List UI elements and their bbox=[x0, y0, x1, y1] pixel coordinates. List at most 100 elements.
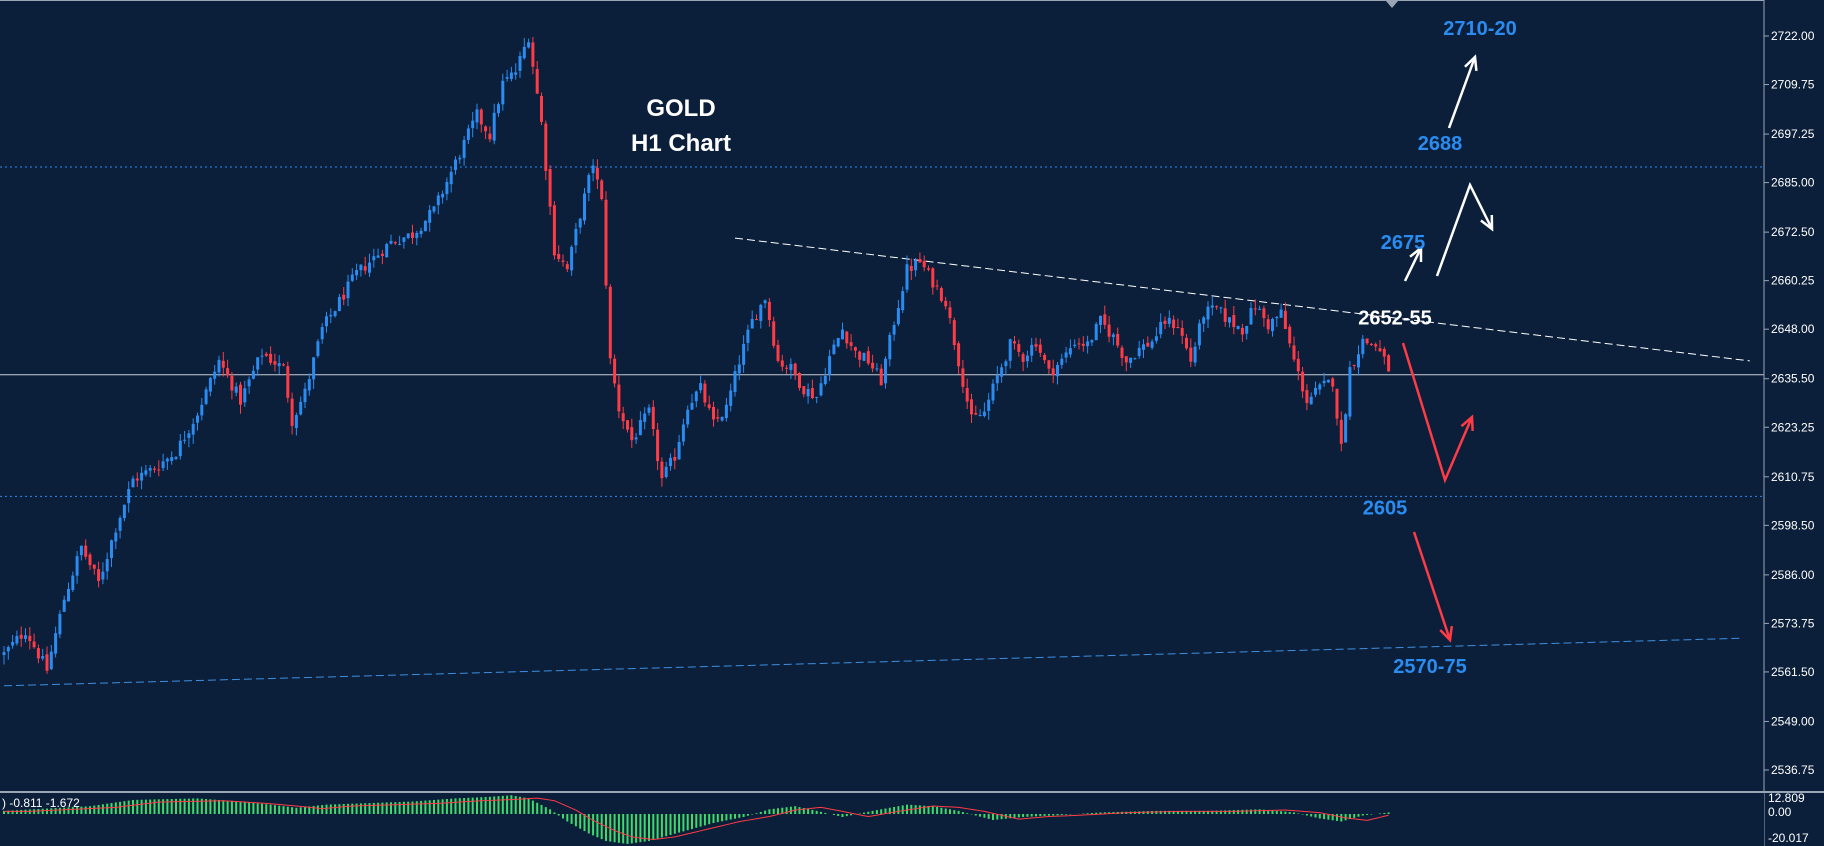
price-tick-label: 2672.50 bbox=[1771, 225, 1815, 239]
candle-body bbox=[67, 588, 70, 602]
candle bbox=[737, 355, 741, 381]
candle-body bbox=[836, 338, 840, 347]
candle bbox=[441, 190, 445, 204]
candle-body bbox=[153, 468, 156, 470]
candle-body bbox=[957, 343, 961, 367]
candle-body bbox=[307, 379, 311, 391]
candle-body bbox=[982, 411, 986, 417]
candle bbox=[1129, 357, 1133, 368]
candle bbox=[716, 408, 720, 423]
candle bbox=[583, 188, 586, 225]
candle bbox=[105, 552, 109, 580]
candle-body bbox=[363, 266, 367, 271]
candle-body bbox=[200, 404, 204, 416]
candle bbox=[673, 448, 677, 470]
candle bbox=[411, 224, 414, 245]
chart-title-line2: H1 Chart bbox=[631, 130, 731, 157]
candle bbox=[1352, 364, 1356, 370]
candle-body bbox=[105, 558, 109, 572]
candle-body bbox=[914, 260, 918, 271]
candle-body bbox=[97, 569, 101, 581]
candle-body bbox=[385, 244, 389, 258]
candle-body bbox=[905, 264, 909, 290]
candle-body bbox=[1361, 338, 1365, 355]
candle bbox=[1004, 359, 1008, 376]
candle-body bbox=[84, 545, 88, 557]
candle-body bbox=[595, 167, 599, 180]
candle bbox=[307, 373, 311, 396]
candle bbox=[376, 248, 380, 259]
candle-body bbox=[720, 417, 724, 421]
candle-body bbox=[488, 133, 492, 140]
candle bbox=[363, 256, 367, 275]
candle-body bbox=[1064, 352, 1068, 358]
candle bbox=[686, 405, 690, 428]
candle bbox=[608, 284, 612, 365]
candle bbox=[1206, 301, 1210, 329]
candle-body bbox=[1197, 323, 1201, 346]
candle bbox=[806, 383, 810, 404]
candle-body bbox=[561, 260, 565, 262]
candle bbox=[1068, 339, 1072, 358]
candle bbox=[531, 36, 535, 75]
candle bbox=[36, 644, 40, 664]
candle-body bbox=[935, 285, 939, 287]
candle bbox=[15, 630, 19, 646]
candle bbox=[11, 634, 15, 649]
candle bbox=[871, 354, 875, 373]
candle bbox=[1051, 359, 1055, 384]
candle bbox=[251, 365, 255, 380]
candle-body bbox=[273, 361, 277, 365]
candle bbox=[974, 405, 978, 416]
candle-body bbox=[686, 409, 690, 425]
candle-body bbox=[346, 281, 350, 299]
candle-body bbox=[918, 259, 922, 263]
candle-body bbox=[157, 469, 161, 471]
candle bbox=[1172, 315, 1176, 335]
candle bbox=[712, 401, 715, 427]
candle-body bbox=[1219, 307, 1223, 309]
candle-body bbox=[995, 375, 999, 384]
candle-body bbox=[759, 304, 763, 321]
candle-body bbox=[92, 564, 96, 569]
candle-body bbox=[393, 242, 397, 244]
indicator-tick-label: -20.017 bbox=[1768, 831, 1809, 845]
candle-body bbox=[1357, 354, 1360, 368]
arrow-up-to-2675-head bbox=[1409, 245, 1423, 263]
candle bbox=[1314, 381, 1317, 398]
candle-body bbox=[681, 424, 685, 442]
scroll-marker-icon[interactable] bbox=[1386, 1, 1398, 8]
candle bbox=[436, 192, 440, 215]
candle bbox=[896, 299, 900, 327]
candle bbox=[329, 308, 333, 324]
candle bbox=[647, 404, 651, 416]
candle bbox=[200, 397, 204, 421]
candle bbox=[927, 265, 930, 272]
candle bbox=[819, 376, 823, 397]
candle-body bbox=[656, 429, 660, 462]
candle bbox=[1176, 318, 1180, 329]
candle bbox=[656, 423, 660, 471]
candle-body bbox=[673, 456, 677, 461]
candle-body bbox=[767, 301, 771, 321]
candle bbox=[570, 245, 574, 276]
trendline bbox=[734, 237, 1750, 362]
candle-body bbox=[901, 291, 905, 311]
candle bbox=[165, 457, 169, 470]
candle bbox=[140, 466, 144, 490]
candle-body bbox=[1167, 317, 1171, 324]
candle-body bbox=[587, 175, 591, 193]
candle-body bbox=[135, 478, 139, 481]
candle-body bbox=[1073, 344, 1077, 347]
candle-body bbox=[1180, 328, 1184, 336]
candle-body bbox=[1232, 315, 1236, 328]
candle bbox=[1275, 316, 1279, 327]
candle bbox=[815, 396, 819, 404]
candle-body bbox=[1034, 344, 1038, 347]
candle bbox=[406, 233, 410, 240]
candle bbox=[290, 392, 294, 435]
candle bbox=[939, 286, 943, 303]
candle-body bbox=[243, 388, 247, 403]
candle bbox=[789, 358, 793, 380]
